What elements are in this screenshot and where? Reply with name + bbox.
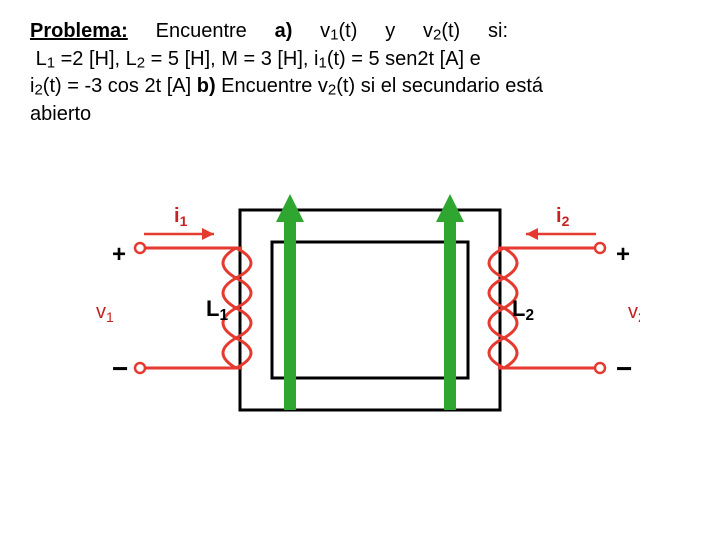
t: (t) = -3 cos 2t [A] (43, 75, 197, 97)
transformer-diagram: i1i2v1v2L1L2+−+− (80, 190, 640, 450)
t: (t) si el secundario está (336, 75, 543, 97)
t: 1 (330, 26, 338, 43)
t: Encuentre v (216, 75, 328, 97)
label-i2: i2 (556, 205, 570, 229)
label-L2: L2 (512, 296, 534, 324)
t: 2 (137, 54, 145, 71)
t: Encuentre (156, 20, 247, 42)
title: Problema: (30, 20, 128, 42)
label-v2: v2 (628, 301, 640, 325)
t: (t) (441, 20, 460, 42)
t: (t) (339, 20, 358, 42)
t: =2 [H], L (55, 48, 137, 70)
label-v1: v1 (96, 301, 114, 325)
t: (t) = 5 sen2t [A] e (327, 48, 481, 70)
problem-statement: Problema: Encuentre a) v1(t) y v2(t) si:… (30, 18, 690, 128)
t: 1 (47, 54, 55, 71)
t: abierto (30, 103, 91, 125)
t: y (385, 20, 395, 42)
t: v (320, 20, 330, 42)
plus-left: + (112, 241, 126, 268)
t: b) (197, 75, 216, 97)
t: 1 (318, 54, 326, 71)
plus-right: + (616, 241, 630, 268)
t: L (36, 48, 47, 70)
t: a) (275, 20, 293, 42)
t: si: (488, 20, 508, 42)
t: v (423, 20, 433, 42)
label-i1: i1 (174, 205, 188, 229)
minus-left: − (112, 353, 128, 384)
t: 2 (34, 81, 42, 98)
t: = 5 [H], M = 3 [H], i (145, 48, 318, 70)
t: 2 (328, 81, 336, 98)
minus-right: − (616, 353, 632, 384)
